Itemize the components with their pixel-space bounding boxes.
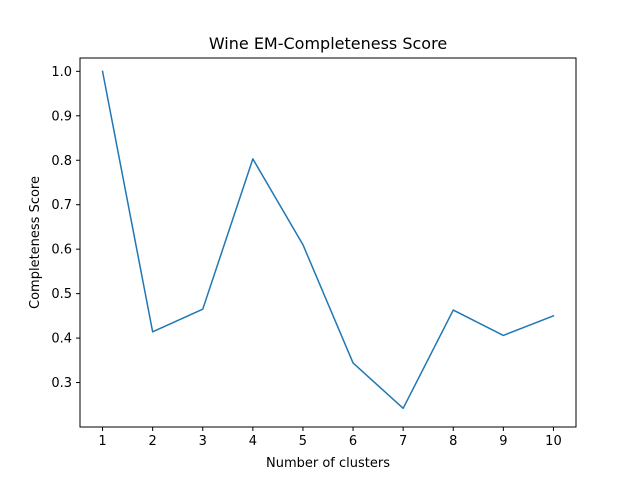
y-tick-label: 0.7 <box>51 198 72 213</box>
y-tick-label: 0.5 <box>51 287 72 302</box>
series-line-0 <box>101 70 555 410</box>
x-tick-label: 10 <box>545 434 562 449</box>
x-tick-label: 3 <box>199 434 207 449</box>
y-tick-label: 0.8 <box>51 154 72 169</box>
chart-title: Wine EM-Completeness Score <box>209 34 447 53</box>
x-tick-label: 9 <box>499 434 507 449</box>
x-axis-label: Number of clusters <box>266 456 390 471</box>
axes-frame <box>79 57 577 428</box>
x-tick-label: 5 <box>299 434 307 449</box>
y-tick-label: 0.6 <box>51 243 72 258</box>
y-axis-label: Completeness Score <box>28 176 43 309</box>
plot-area: 1 2 3 4 5 6 7 8 9 10 0.3 0.4 0.5 0.6 0.7 0.8 0.9 1.0 <box>51 65 561 449</box>
x-tick-label: 7 <box>399 434 407 449</box>
y-tick-label: 1.0 <box>51 65 72 80</box>
x-tick-label: 4 <box>249 434 257 449</box>
y-tick-label: 0.4 <box>51 332 72 347</box>
y-tick-label: 0.3 <box>51 376 72 391</box>
x-tick-label: 6 <box>349 434 357 449</box>
x-tick-label: 2 <box>149 434 157 449</box>
y-tick-label: 0.9 <box>51 109 72 124</box>
x-tick-label: 8 <box>449 434 457 449</box>
x-tick-label: 1 <box>98 434 106 449</box>
